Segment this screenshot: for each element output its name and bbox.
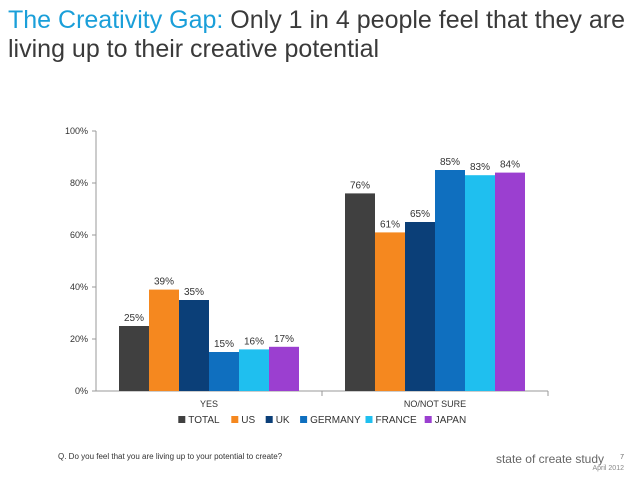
legend-swatch-us: [231, 416, 239, 423]
survey-question: Q. Do you feel that you are living up to…: [58, 452, 283, 461]
legend-swatch-total: [178, 416, 186, 423]
legend-swatch-japan: [424, 416, 432, 423]
legend-swatch-uk: [265, 416, 273, 423]
legend-label-uk: UK: [276, 415, 290, 426]
x-category-label: YES: [200, 399, 218, 409]
data-label: 85%: [440, 157, 460, 168]
data-label: 15%: [214, 339, 234, 350]
data-label: 65%: [410, 209, 430, 220]
bar-japan-1: [495, 172, 525, 391]
legend-label-germany: GERMANY: [310, 415, 361, 426]
bar-total-1: [345, 193, 375, 391]
bar-france-1: [465, 175, 495, 391]
bar-us-1: [375, 232, 405, 391]
y-tick-label: 60%: [70, 230, 88, 240]
legend-swatch-germany: [300, 416, 308, 423]
bar-uk-1: [405, 222, 435, 391]
title-accent: The Creativity Gap:: [8, 6, 224, 34]
legend-label-total: TOTAL: [188, 415, 220, 426]
legend-label-france: FRANCE: [376, 415, 417, 426]
y-tick-label: 20%: [70, 334, 88, 344]
data-label: 35%: [184, 287, 204, 298]
y-tick-label: 100%: [65, 126, 88, 136]
bar-germany-1: [435, 170, 465, 391]
data-label: 61%: [380, 219, 400, 230]
data-label: 83%: [470, 162, 490, 173]
data-label: 25%: [124, 313, 144, 324]
x-category-label: NO/NOT SURE: [404, 399, 466, 409]
data-label: 84%: [500, 160, 520, 171]
slide-title: The Creativity Gap: Only 1 in 4 people f…: [8, 6, 632, 64]
data-label: 17%: [274, 334, 294, 345]
legend-label-japan: JAPAN: [435, 415, 467, 426]
data-label: 16%: [244, 336, 264, 347]
bar-uk-0: [179, 300, 209, 391]
brand-name: state of create study: [495, 452, 604, 466]
bar-us-0: [149, 289, 179, 391]
legend-swatch-france: [365, 416, 373, 423]
bar-germany-0: [209, 352, 239, 391]
bar-total-0: [119, 326, 149, 391]
y-tick-label: 0%: [75, 386, 88, 396]
legend-label-us: US: [241, 415, 255, 426]
bar-japan-0: [269, 346, 299, 391]
data-label: 39%: [154, 277, 174, 288]
data-label: 76%: [350, 180, 370, 191]
title-rest: Only 1 in 4 people feel that they are li…: [8, 6, 626, 63]
bar-france-0: [239, 349, 269, 391]
brand-date: April 2012: [592, 465, 624, 472]
page-number: 7: [620, 454, 624, 461]
y-tick-label: 80%: [70, 178, 88, 188]
y-tick-label: 40%: [70, 282, 88, 292]
